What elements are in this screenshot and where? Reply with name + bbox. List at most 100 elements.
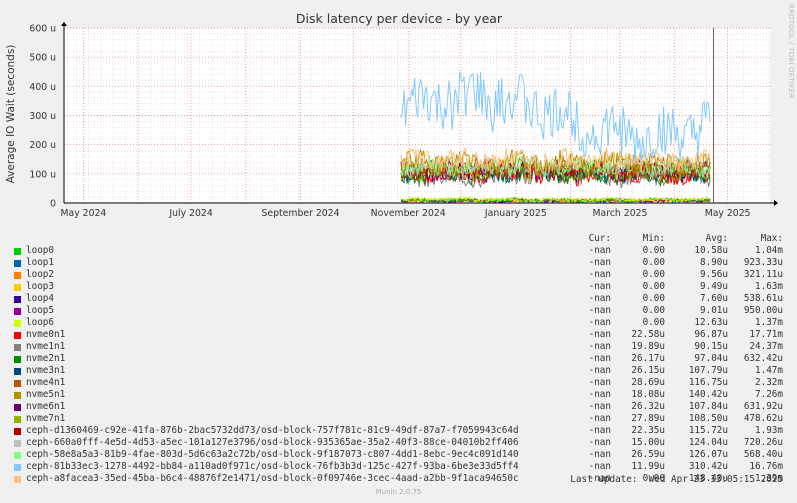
legend-row: nvme5n1 -nan 18.08u 140.42u 7.26m (0, 389, 797, 401)
legend-value-max: 1.37m (755, 317, 783, 328)
legend-row: loop3 -nan 0.00 9.49u 1.63m (0, 281, 797, 293)
legend-swatch (14, 464, 21, 471)
series-line (400, 196, 711, 203)
legend-value-max: 1.04m (755, 245, 783, 256)
legend-swatch (14, 272, 21, 279)
legend-value-avg: 148.40u (688, 473, 728, 484)
legend-value-avg: 9.49u (700, 281, 728, 292)
legend-row: ceph-58e8a5a3-81b9-4fae-803d-5d6c63a2c72… (0, 449, 797, 461)
legend-series-name: nvme0n1 (26, 329, 66, 340)
legend-value-cur: -nan (588, 317, 611, 328)
legend-row: loop0 -nan 0.00 10.58u 1.04m (0, 245, 797, 257)
x-tick-label: September 2024 (262, 208, 340, 219)
legend-header-cur: Cur: (588, 233, 611, 244)
legend-swatch (14, 260, 21, 267)
legend-value-avg: 108.50u (688, 413, 728, 424)
legend-value-min: 0.00 (642, 293, 665, 304)
legend-value-avg: 310.42u (688, 461, 728, 472)
legend-value-cur: -nan (588, 305, 611, 316)
legend-header: Cur: Min: Avg: Max: (0, 233, 797, 245)
legend-value-cur: -nan (588, 377, 611, 388)
legend-header-max: Max: (760, 233, 783, 244)
series-line (400, 148, 711, 177)
legend-series-name: nvme2n1 (26, 353, 66, 364)
legend-row: nvme3n1 -nan 26.15u 107.79u 1.47m (0, 365, 797, 377)
legend-row: loop4 -nan 0.00 7.60u 538.61u (0, 293, 797, 305)
legend-value-avg: 97.04u (694, 353, 728, 364)
legend-swatch (14, 380, 21, 387)
legend-value-cur: -nan (588, 449, 611, 460)
series-line (400, 163, 711, 188)
legend-series-name: ceph-58e8a5a3-81b9-4fae-803d-5d6c63a2c72… (26, 449, 519, 460)
legend-swatch (14, 320, 21, 327)
legend-swatch (14, 344, 21, 351)
legend-value-avg: 7.60u (700, 293, 728, 304)
legend-value-max: 568.40u (743, 449, 783, 460)
legend-swatch (14, 368, 21, 375)
legend-value-avg: 12.63u (694, 317, 728, 328)
legend-swatch (14, 332, 21, 339)
legend-series-name: loop5 (26, 305, 54, 316)
legend-value-cur: -nan (588, 353, 611, 364)
legend-value-avg: 126.07u (688, 449, 728, 460)
legend-value-max: 478.62u (743, 413, 783, 424)
series-line (400, 154, 711, 180)
legend-value-cur: -nan (588, 269, 611, 280)
legend-value-max: 923.33u (743, 257, 783, 268)
y-axis-label: Average IO Wait (seconds) (5, 45, 17, 184)
legend-series-name: loop6 (26, 317, 54, 328)
legend-value-avg: 140.42u (688, 389, 728, 400)
x-tick-label: January 2025 (484, 208, 547, 219)
legend-value-min: 0.00 (642, 269, 665, 280)
legend-swatch (14, 416, 21, 423)
legend-value-cur: -nan (588, 389, 611, 400)
legend-value-min: 26.32u (631, 401, 665, 412)
legend-value-cur: -nan (588, 245, 611, 256)
legend-value-max: 7.26m (755, 389, 783, 400)
legend-value-avg: 8.90u (700, 257, 728, 268)
footer-version: Munin 2.0.75 (375, 488, 422, 496)
legend-value-min: 0.00 (642, 245, 665, 256)
legend-row: loop1 -nan 0.00 8.90u 923.33u (0, 257, 797, 269)
y-tick-label: 200 u (29, 140, 56, 151)
legend-value-max: 1.39m (755, 473, 783, 484)
legend-series-name: nvme6n1 (26, 401, 66, 412)
legend-row: loop2 -nan 0.00 9.56u 321.11u (0, 269, 797, 281)
legend-series-name: nvme4n1 (26, 377, 66, 388)
rrdtool-watermark: RRDTOOL / TOBI OETIKER (787, 4, 795, 99)
legend-row: loop6 -nan 0.00 12.63u 1.37m (0, 317, 797, 329)
legend-value-max: 24.37m (749, 341, 783, 352)
legend-series-name: loop3 (26, 281, 54, 292)
legend-swatch (14, 392, 21, 399)
legend-value-cur: -nan (588, 341, 611, 352)
legend-row: loop5 -nan 0.00 9.01u 950.00u (0, 305, 797, 317)
y-tick-label: 100 u (29, 169, 56, 180)
legend-series-name: loop0 (26, 245, 54, 256)
legend-series-name: nvme5n1 (26, 389, 66, 400)
legend-value-min: 15.00u (631, 437, 665, 448)
legend-value-min: 0.00 (642, 257, 665, 268)
x-tick-label: May 2024 (60, 208, 106, 219)
legend-value-avg: 9.01u (700, 305, 728, 316)
legend-value-cur: -nan (588, 425, 611, 436)
y-axis-arrow (61, 22, 67, 26)
legend-header-min: Min: (642, 233, 665, 244)
legend-series-name: loop1 (26, 257, 54, 268)
legend-row: nvme2n1 -nan 26.17u 97.04u 632.42u (0, 353, 797, 365)
legend-value-max: 321.11u (743, 269, 783, 280)
legend-value-avg: 10.58u (694, 245, 728, 256)
legend-value-min: 11.99u (631, 461, 665, 472)
legend-value-min: 0.00 (642, 317, 665, 328)
x-tick-label: November 2024 (371, 208, 446, 219)
chart-title: Disk latency per device - by year (296, 11, 503, 26)
legend-row: ceph-a8facea3-35ed-45ba-b6c4-48876f2e147… (0, 473, 797, 485)
legend-value-cur: -nan (588, 401, 611, 412)
legend-value-min: 28.69u (631, 377, 665, 388)
legend-header-avg: Avg: (705, 233, 728, 244)
legend-value-min: 0.00 (642, 473, 665, 484)
legend-swatch (14, 356, 21, 363)
legend-value-avg: 107.84u (688, 401, 728, 412)
legend-value-cur: -nan (588, 293, 611, 304)
legend-value-avg: 107.79u (688, 365, 728, 376)
legend-value-max: 632.42u (743, 353, 783, 364)
